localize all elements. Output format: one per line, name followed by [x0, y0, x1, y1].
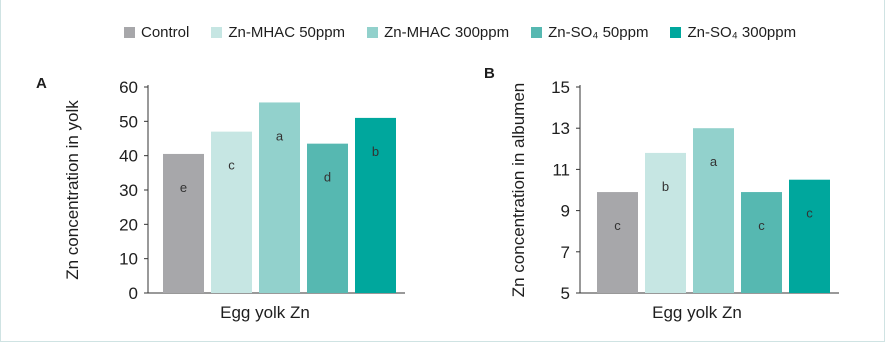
legend-label: Zn-SO₄ 300ppm — [687, 24, 797, 41]
y-tick-label: 50 — [119, 112, 138, 131]
y-tick-label: 7 — [561, 243, 570, 262]
bar — [597, 192, 638, 293]
y-tick-label: 9 — [561, 202, 570, 221]
bar — [259, 102, 300, 293]
y-tick-label: 11 — [552, 160, 570, 179]
bar-annotation: e — [180, 180, 187, 195]
bar-annotation: a — [710, 154, 718, 169]
y-tick-label: 40 — [119, 147, 138, 166]
bar — [355, 117, 396, 294]
legend-swatch — [367, 27, 379, 38]
legend-swatch — [531, 27, 543, 38]
legend-label: Control — [141, 24, 190, 41]
bar — [693, 128, 734, 293]
legend-label: Zn-MHAC 50ppm — [228, 24, 346, 41]
bar — [741, 192, 782, 293]
bar — [211, 131, 252, 293]
x-axis-label: Egg yolk Zn — [220, 303, 310, 322]
legend-item: Zn-MHAC 300ppm — [367, 24, 509, 41]
bar-annotation: d — [324, 170, 331, 185]
y-tick-label: 20 — [119, 215, 138, 234]
y-tick-label: 13 — [551, 119, 570, 138]
legend-item: Zn-MHAC 50ppm — [211, 24, 345, 41]
bar-annotation: b — [662, 179, 669, 194]
panel-label-a: A — [36, 75, 47, 92]
y-tick-label: 15 — [551, 78, 570, 97]
bar — [789, 179, 830, 293]
legend: Control Zn-MHAC 50ppm Zn-MHAC 300ppm Zn-… — [124, 24, 796, 41]
legend-swatch — [211, 27, 223, 38]
legend-item: Zn-SO₄ 50ppm — [531, 24, 648, 41]
legend-item: Control — [124, 24, 189, 41]
y-tick-label: 30 — [119, 181, 138, 200]
bar-annotation: b — [372, 144, 379, 159]
y-axis-label: Zn concentration in yolk — [63, 100, 82, 280]
y-tick-label: 5 — [561, 284, 570, 303]
legend-label: Zn-SO₄ 50ppm — [548, 24, 649, 41]
bar-annotation: c — [758, 218, 765, 233]
y-tick-label: 10 — [119, 250, 138, 269]
bar — [163, 153, 204, 293]
y-axis-label: Zn concentration in albumen — [509, 83, 528, 298]
bar-annotation: a — [276, 128, 284, 143]
bar-annotation: c — [614, 218, 621, 233]
panel-label-b: B — [484, 65, 495, 82]
legend-label: Zn-MHAC 300ppm — [384, 24, 510, 41]
bar — [307, 143, 348, 293]
y-tick-label: 60 — [119, 78, 138, 97]
bar-annotation: c — [228, 158, 235, 173]
x-axis-label: Egg yolk Zn — [652, 303, 742, 322]
legend-swatch — [670, 27, 682, 38]
bar-annotation: c — [806, 206, 813, 221]
legend-swatch — [124, 27, 135, 38]
y-tick-label: 0 — [129, 284, 138, 303]
bar — [645, 152, 686, 293]
legend-item: Zn-SO₄ 300ppm — [670, 24, 796, 41]
